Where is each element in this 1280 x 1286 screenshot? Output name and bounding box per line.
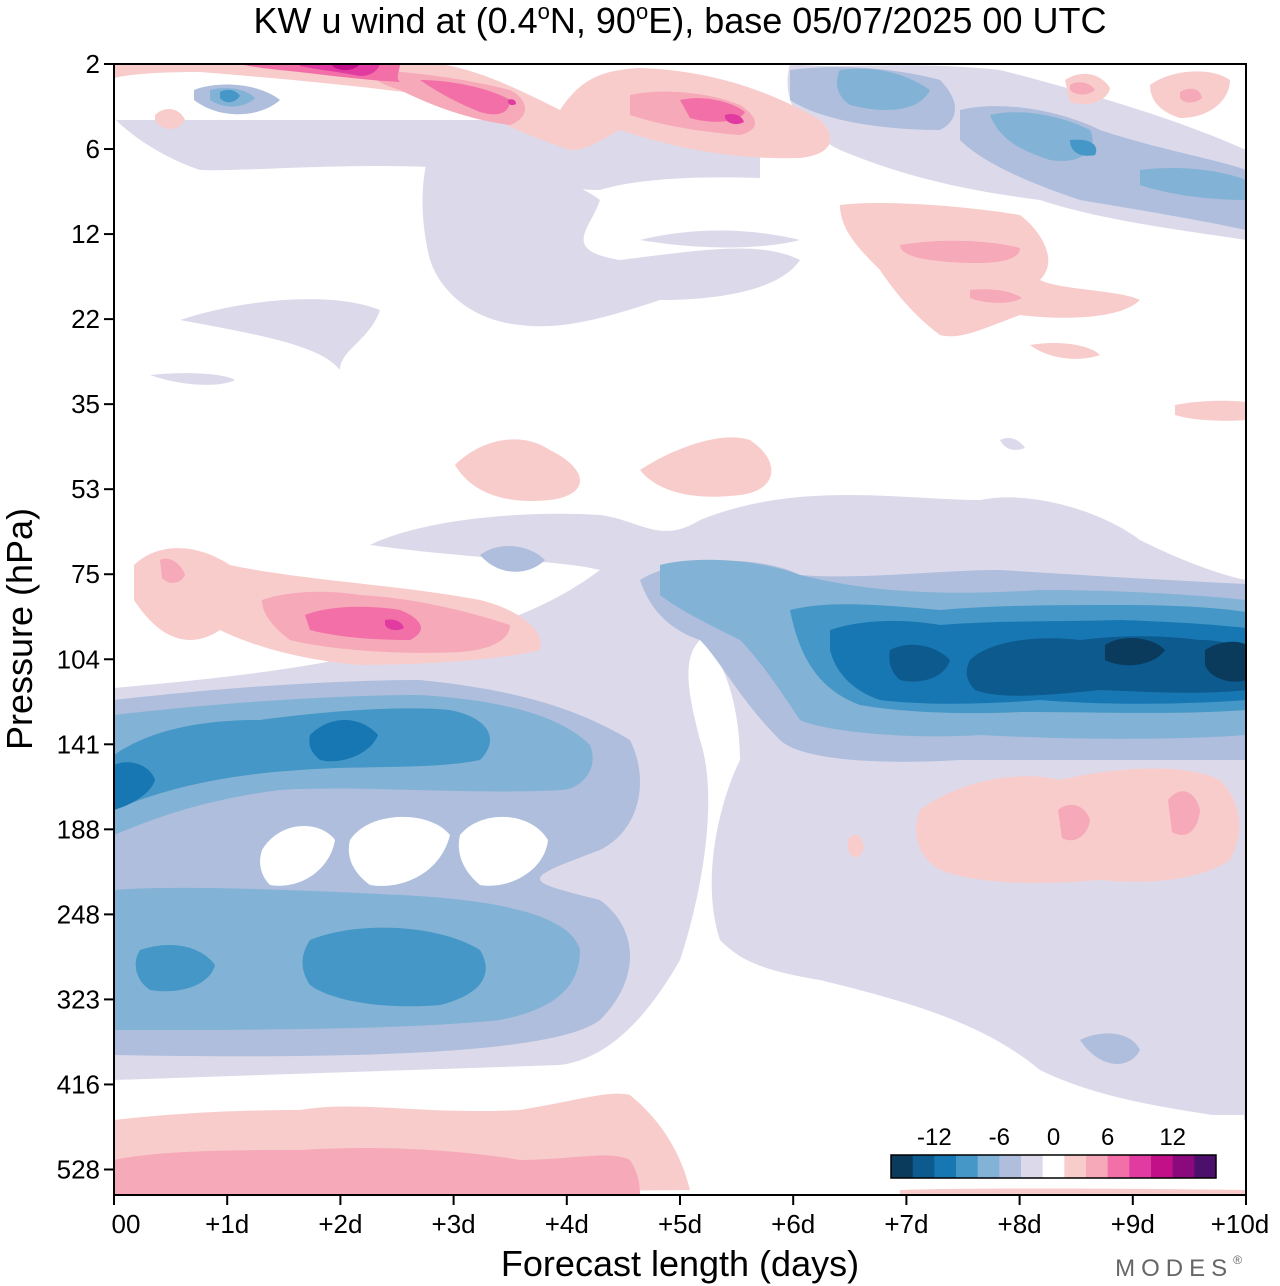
- x-axis-title: Forecast length (days): [501, 1243, 859, 1284]
- legend-swatch: [1042, 1155, 1065, 1178]
- y-tick-label: 22: [71, 304, 100, 334]
- legend-label: -6: [989, 1124, 1010, 1151]
- x-tick-label: +10d: [1211, 1209, 1270, 1239]
- legend-swatch: [1129, 1155, 1152, 1178]
- y-tick-label: 53: [71, 474, 100, 504]
- x-tick-label: +4d: [545, 1209, 589, 1239]
- legend-swatch: [1086, 1155, 1109, 1178]
- x-tick-label: +6d: [771, 1209, 815, 1239]
- legend-swatch: [1172, 1155, 1195, 1178]
- legend-swatch: [891, 1155, 914, 1178]
- x-tick-label: +8d: [998, 1209, 1042, 1239]
- x-tick-label: 00: [112, 1209, 141, 1239]
- y-tick-label: 528: [57, 1154, 100, 1184]
- x-tick-label: +9d: [1111, 1209, 1155, 1239]
- legend-label: -12: [917, 1124, 952, 1151]
- contour-field: [114, 64, 1246, 1195]
- y-tick-label: 75: [71, 559, 100, 589]
- y-tick-label: 12: [71, 219, 100, 249]
- y-tick-label: 416: [57, 1069, 100, 1099]
- y-axis-title: Pressure (hPa): [0, 508, 40, 750]
- legend-swatch: [912, 1155, 935, 1178]
- chart-title: KW u wind at (0.4oN, 90oE), base 05/07/2…: [254, 0, 1107, 41]
- y-tick-label: 35: [71, 389, 100, 419]
- y-tick-label: 188: [57, 814, 100, 844]
- x-tick-label: +7d: [884, 1209, 928, 1239]
- legend-swatch: [1151, 1155, 1174, 1178]
- y-tick-label: 323: [57, 984, 100, 1014]
- y-tick-label: 248: [57, 899, 100, 929]
- legend-swatch: [934, 1155, 957, 1178]
- x-axis: 00 +1d +2d +3d +4d +5d +6d +7d +8d +9d +10d: [112, 1195, 1270, 1239]
- x-tick-label: +2d: [318, 1209, 362, 1239]
- legend-label: 0: [1047, 1124, 1060, 1151]
- y-tick-label: 6: [86, 134, 100, 164]
- legend-swatch: [1107, 1155, 1130, 1178]
- x-tick-label: +1d: [205, 1209, 249, 1239]
- legend-label: 6: [1101, 1124, 1114, 1151]
- legend-frame: [890, 1154, 1217, 1179]
- x-tick-label: +5d: [658, 1209, 702, 1239]
- y-tick-label: 141: [57, 729, 100, 759]
- y-tick-label: 2: [86, 49, 100, 79]
- legend-swatch: [1021, 1155, 1044, 1178]
- legend-swatch: [956, 1155, 979, 1178]
- legend-swatch: [1064, 1155, 1087, 1178]
- legend-swatch: [1194, 1155, 1217, 1178]
- legend-swatch: [977, 1155, 1000, 1178]
- legend-label: 12: [1159, 1124, 1186, 1151]
- y-axis: 2 6 12 22 35 53 75 104 141 188 248 323 416 528: [57, 49, 114, 1184]
- x-tick-label: +3d: [432, 1209, 476, 1239]
- brand-logo: MODES®: [1115, 1253, 1248, 1282]
- legend: -12 -6 0 6 12: [889, 1115, 1244, 1182]
- y-tick-label: 104: [57, 644, 100, 674]
- legend-swatch: [999, 1155, 1022, 1178]
